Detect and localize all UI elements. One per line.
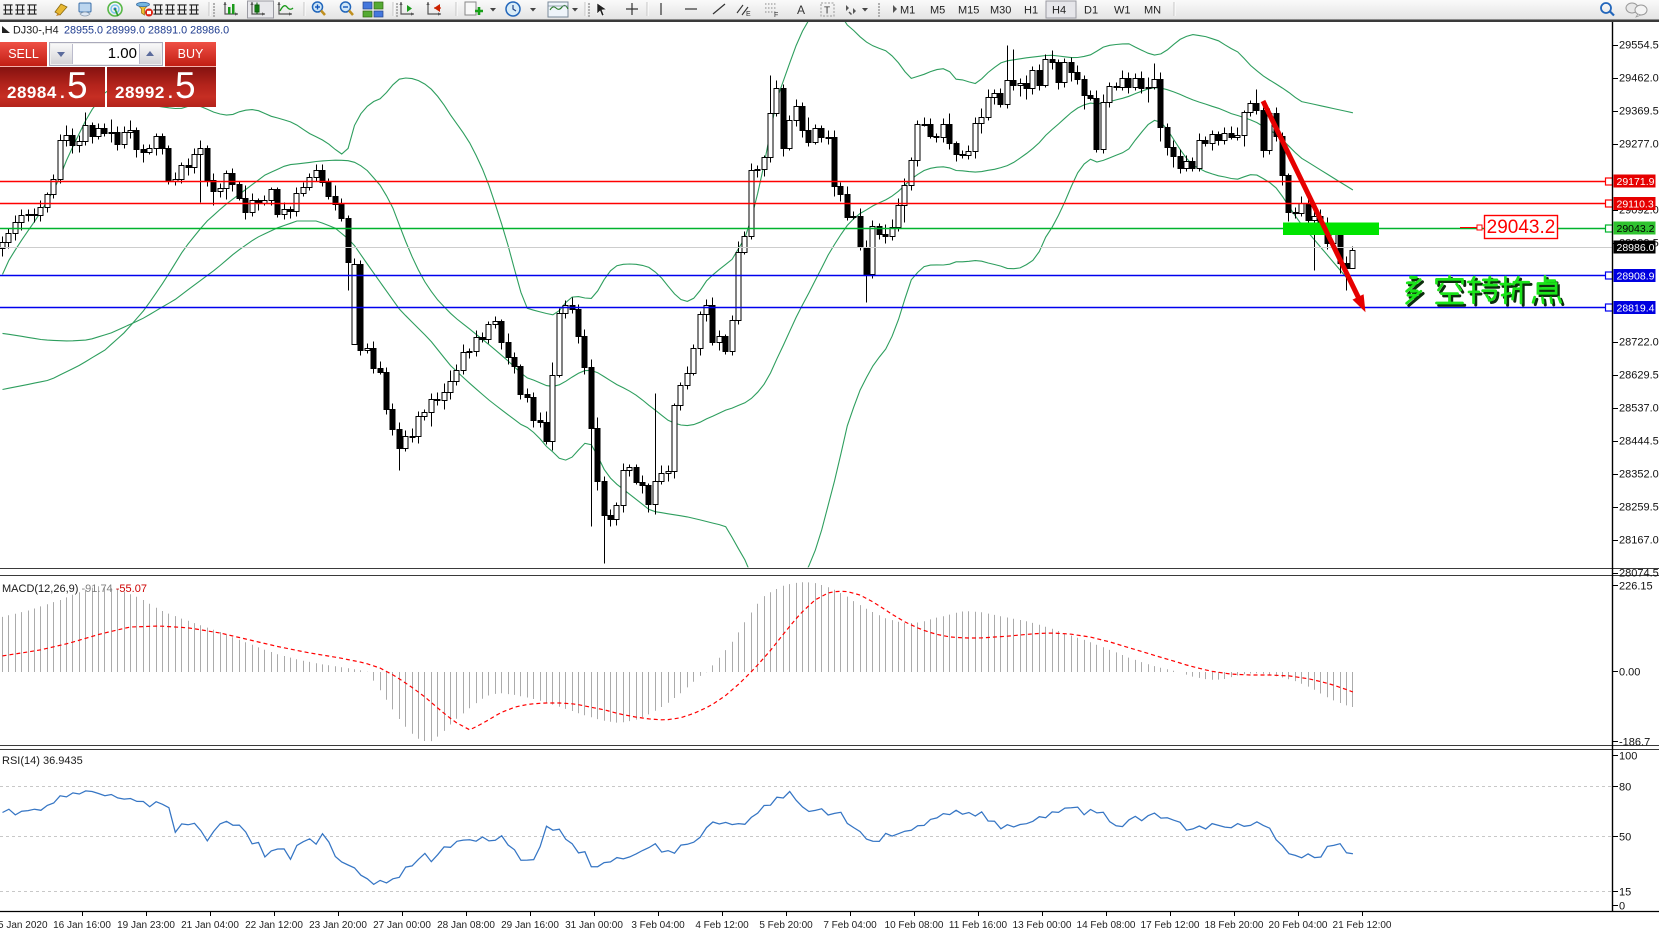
svg-text:28259.5: 28259.5	[1619, 502, 1659, 514]
svg-text:15 Jan 2020: 15 Jan 2020	[0, 920, 48, 931]
svg-text:28537.0: 28537.0	[1619, 403, 1659, 415]
svg-text:21 Feb 12:00: 21 Feb 12:00	[1333, 920, 1392, 931]
svg-text:100: 100	[1619, 751, 1637, 763]
svg-text:16 Jan 16:00: 16 Jan 16:00	[53, 920, 111, 931]
svg-text:14 Feb 08:00: 14 Feb 08:00	[1077, 920, 1136, 931]
svg-text:28722.0: 28722.0	[1619, 337, 1659, 349]
svg-text:M15: M15	[958, 5, 979, 17]
svg-text:13 Feb 00:00: 13 Feb 00:00	[1013, 920, 1072, 931]
svg-text:29462.0: 29462.0	[1619, 73, 1659, 85]
svg-text:28444.5: 28444.5	[1619, 436, 1659, 448]
svg-text:27 Jan 00:00: 27 Jan 00:00	[373, 920, 431, 931]
svg-text:29043.2: 29043.2	[1487, 217, 1556, 238]
svg-text:W1: W1	[1114, 5, 1131, 17]
svg-text:F: F	[774, 12, 778, 19]
svg-text:28352.0: 28352.0	[1619, 469, 1659, 481]
svg-text:28986.0: 28986.0	[1617, 242, 1655, 254]
svg-text:-186.7: -186.7	[1619, 737, 1650, 749]
svg-text:226.15: 226.15	[1619, 581, 1653, 593]
svg-text:17 Feb 12:00: 17 Feb 12:00	[1141, 920, 1200, 931]
svg-text:28629.5: 28629.5	[1619, 370, 1659, 382]
svg-text:0.00: 0.00	[1619, 667, 1640, 679]
svg-text:A: A	[797, 3, 805, 17]
svg-text:29554.5: 29554.5	[1619, 40, 1659, 52]
svg-text:M1: M1	[900, 5, 915, 17]
svg-text:80: 80	[1619, 782, 1631, 794]
svg-text:M30: M30	[990, 5, 1011, 17]
svg-text:7 Feb 04:00: 7 Feb 04:00	[823, 920, 877, 931]
svg-text:H1: H1	[1024, 5, 1038, 17]
svg-text:19 Jan 23:00: 19 Jan 23:00	[117, 920, 175, 931]
svg-text:5 Feb 20:00: 5 Feb 20:00	[759, 920, 813, 931]
svg-text:M5: M5	[930, 5, 945, 17]
svg-text:0: 0	[1619, 901, 1625, 913]
svg-text:29110.3: 29110.3	[1617, 199, 1654, 211]
svg-text:T: T	[824, 6, 830, 17]
svg-text:11 Feb 16:00: 11 Feb 16:00	[949, 920, 1008, 931]
svg-text:50: 50	[1619, 832, 1631, 844]
svg-text:28167.0: 28167.0	[1619, 535, 1659, 547]
svg-text:29 Jan 16:00: 29 Jan 16:00	[501, 920, 559, 931]
svg-text:H4: H4	[1052, 5, 1066, 17]
svg-text:28 Jan 08:00: 28 Jan 08:00	[437, 920, 495, 931]
svg-text:DJ30-,H4: DJ30-,H4	[13, 25, 59, 37]
svg-text:D1: D1	[1084, 5, 1098, 17]
svg-text:22 Jan 12:00: 22 Jan 12:00	[245, 920, 303, 931]
svg-text:4 Feb 12:00: 4 Feb 12:00	[695, 920, 749, 931]
svg-text:28819.4: 28819.4	[1617, 303, 1655, 315]
svg-text:RSI(14) 36.9435: RSI(14) 36.9435	[2, 755, 83, 767]
svg-text:MN: MN	[1144, 5, 1161, 17]
svg-text:29043.2: 29043.2	[1617, 223, 1655, 235]
svg-text:31 Jan 00:00: 31 Jan 00:00	[565, 920, 623, 931]
svg-text:E: E	[746, 11, 751, 18]
svg-text:28955.0 28999.0 28891.0 28986.: 28955.0 28999.0 28891.0 28986.0	[64, 25, 229, 37]
svg-text:MACD(12,26,9) -91.74 -55.07: MACD(12,26,9) -91.74 -55.07	[2, 583, 147, 595]
svg-text:20 Feb 04:00: 20 Feb 04:00	[1269, 920, 1328, 931]
svg-text:28074.5: 28074.5	[1619, 568, 1659, 580]
svg-text:29369.5: 29369.5	[1619, 106, 1659, 118]
svg-text:28908.9: 28908.9	[1617, 271, 1655, 283]
svg-text:29277.0: 29277.0	[1619, 139, 1659, 151]
svg-text:21 Jan 04:00: 21 Jan 04:00	[181, 920, 239, 931]
svg-text:10 Feb 08:00: 10 Feb 08:00	[885, 920, 944, 931]
svg-text:18 Feb 20:00: 18 Feb 20:00	[1205, 920, 1264, 931]
svg-text:3 Feb 04:00: 3 Feb 04:00	[631, 920, 685, 931]
svg-text:15: 15	[1619, 887, 1631, 899]
svg-text:29171.9: 29171.9	[1617, 176, 1655, 188]
svg-text:23 Jan 20:00: 23 Jan 20:00	[309, 920, 367, 931]
